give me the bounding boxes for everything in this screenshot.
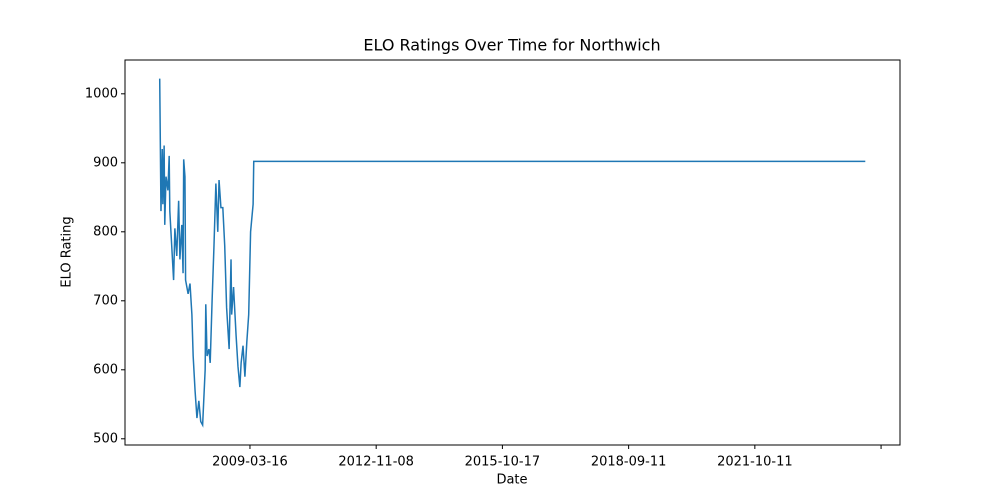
y-tick-label: 1000 — [85, 86, 118, 101]
x-tick-label: 2018-09-11 — [591, 455, 667, 470]
x-tick-label: 2009-03-16 — [212, 455, 288, 470]
y-tick-label: 700 — [93, 293, 118, 308]
chart-title: ELO Ratings Over Time for Northwich — [363, 36, 660, 55]
y-tick-label: 600 — [93, 362, 118, 377]
x-tick-label: 2021-10-11 — [717, 455, 793, 470]
y-axis-label: ELO Rating — [60, 216, 75, 287]
y-tick-label: 900 — [93, 155, 118, 170]
series-line — [158, 78, 866, 428]
x-tick-label: 2015-10-17 — [465, 455, 541, 470]
y-tick-label: 500 — [93, 431, 118, 446]
plot-frame — [124, 59, 901, 446]
x-axis-label: Date — [496, 473, 527, 488]
y-tick-label: 800 — [93, 224, 118, 239]
x-tick-label: 2012-11-08 — [338, 455, 414, 470]
